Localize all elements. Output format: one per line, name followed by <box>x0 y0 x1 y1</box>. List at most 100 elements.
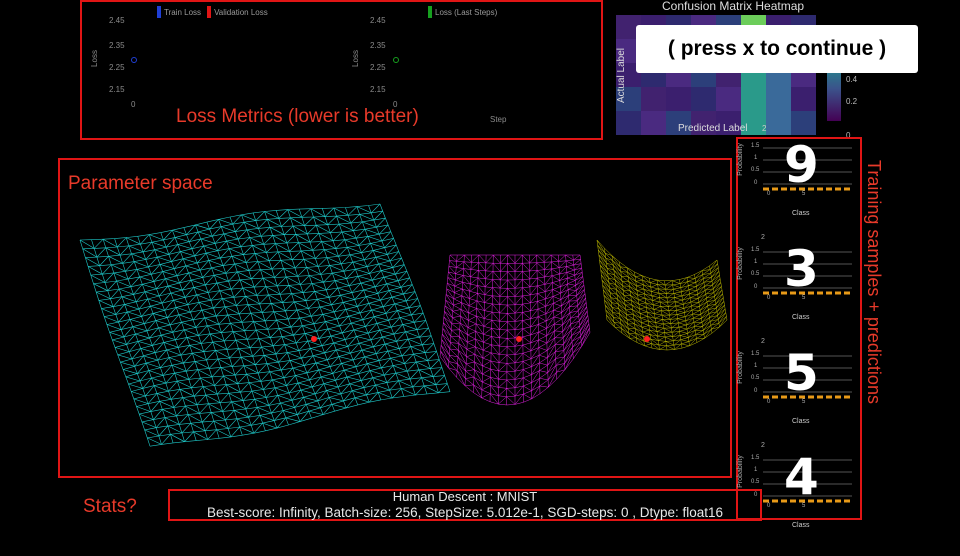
sample-top-tick: 2 <box>761 234 765 241</box>
parameter-space-panel[interactable] <box>58 158 732 478</box>
parameter-space-view[interactable] <box>60 160 730 476</box>
y-tick: 0 <box>754 180 758 186</box>
heatmap-cell <box>616 111 641 135</box>
right-chart-legend: Loss (Last Steps) <box>428 6 497 18</box>
mesh-line <box>136 351 437 412</box>
mesh-line <box>606 314 727 350</box>
sample-card: 2 Probability 1.5 1 0.5 0 0 5 5 Class <box>737 338 860 452</box>
mesh-line <box>149 391 451 447</box>
mesh-line <box>598 249 719 294</box>
heatmap-cell <box>741 111 766 135</box>
mesh-line <box>87 224 389 275</box>
heatmap-cell <box>716 87 741 111</box>
y-tick: 1.5 <box>751 351 760 357</box>
mesh-line <box>128 327 429 389</box>
sample-digit-image: 3 <box>784 240 819 298</box>
mesh-line <box>600 269 722 312</box>
heatmap-cell <box>716 111 741 135</box>
right-loss-point <box>393 57 399 63</box>
mesh-line <box>443 306 587 364</box>
mesh-line <box>596 239 718 282</box>
heatmap-cell <box>766 111 791 135</box>
sample-card: Probability 1.5 1 0.5 0 0 5 9 Class <box>737 138 860 244</box>
mesh-line <box>601 279 723 320</box>
mesh-line <box>82 210 383 258</box>
mesh-line <box>131 335 432 397</box>
heatmap-cell <box>666 111 691 135</box>
mesh-line <box>101 257 402 315</box>
mesh-line <box>90 231 392 283</box>
train-loss-swatch <box>157 6 161 18</box>
mesh-line <box>93 238 394 292</box>
x-tick: 5 <box>802 503 806 509</box>
mesh-line <box>79 203 381 249</box>
heatmap-cell <box>641 111 666 135</box>
mesh-line <box>85 217 386 267</box>
yellow-surface-marker <box>644 336 650 342</box>
validation-loss-legend-label: Validation Loss <box>214 7 268 17</box>
heatmap-cell <box>791 87 816 111</box>
mesh-line <box>144 375 445 437</box>
mesh-line <box>602 284 723 325</box>
y-tick: 0.5 <box>751 271 760 277</box>
mesh-line <box>109 277 410 338</box>
mesh-line <box>449 259 581 272</box>
mesh-line <box>125 320 427 382</box>
mesh-line <box>599 259 720 303</box>
x-tick: 0 <box>767 399 771 405</box>
stats-line: Best-score: Infinity, Batch-size: 256, S… <box>207 505 723 520</box>
confusion-matrix-title: Confusion Matrix Heatmap <box>662 0 805 13</box>
heatmap-cell <box>741 87 766 111</box>
left-train-loss-point <box>131 57 137 63</box>
mesh-line <box>603 294 725 333</box>
mesh-line <box>139 359 440 420</box>
right-y-tick: 2.25 <box>370 63 386 72</box>
mesh-line <box>449 254 581 264</box>
loss-metrics-panel <box>80 0 603 140</box>
mesh-line <box>604 299 725 337</box>
loss-metrics-caption: Loss Metrics (lower is better) <box>176 106 419 127</box>
right-y-tick: 2.35 <box>370 41 386 50</box>
sample-card: 2 Probability 1.5 1 0.5 0 0 5 3 Class <box>737 234 860 348</box>
large-surface-marker <box>311 336 317 342</box>
mesh-line <box>598 254 720 299</box>
mesh-line <box>444 293 586 339</box>
class-axis-label: Class <box>792 522 810 529</box>
class-axis-label: Class <box>792 418 810 425</box>
sample-digit-image: 4 <box>784 448 819 506</box>
y-tick: 1 <box>754 155 758 161</box>
mesh-line <box>443 302 587 355</box>
mesh-line <box>98 251 400 308</box>
mesh-line <box>442 310 588 372</box>
mesh-line <box>195 224 266 431</box>
cm-x-tick: 2 <box>762 124 767 133</box>
last-steps-legend-label: Loss (Last Steps) <box>435 7 498 17</box>
mesh-line <box>440 328 590 405</box>
x-tick: 0 <box>767 295 771 301</box>
samples-panel <box>736 137 862 520</box>
stats-label: Stats? <box>83 496 137 517</box>
y-tick: 1 <box>754 363 758 369</box>
press-x-overlay[interactable]: ( press x to continue ) <box>636 25 918 73</box>
mesh-line <box>133 343 435 405</box>
y-tick: 1.5 <box>751 247 760 253</box>
mesh-line <box>444 297 586 347</box>
magenta-surface-mesh <box>439 254 591 406</box>
mesh-line <box>597 244 718 290</box>
probability-chart <box>763 355 852 399</box>
probability-chart <box>763 459 852 503</box>
heatmap-cell <box>766 87 791 111</box>
y-tick: 1 <box>754 467 758 473</box>
y-tick: 0.5 <box>751 167 760 173</box>
mesh-line <box>79 203 381 241</box>
stats-panel <box>168 489 762 521</box>
mesh-line <box>596 239 718 286</box>
mesh-line <box>117 298 418 360</box>
y-tick: 0.5 <box>751 479 760 485</box>
sample-top-tick: 2 <box>761 442 765 449</box>
predicted-label-axis: Predicted Label <box>678 123 748 134</box>
heatmap-cell <box>691 87 716 111</box>
class-axis-label: Class <box>792 210 810 217</box>
validation-loss-swatch <box>207 6 212 18</box>
mesh-line <box>147 383 448 445</box>
